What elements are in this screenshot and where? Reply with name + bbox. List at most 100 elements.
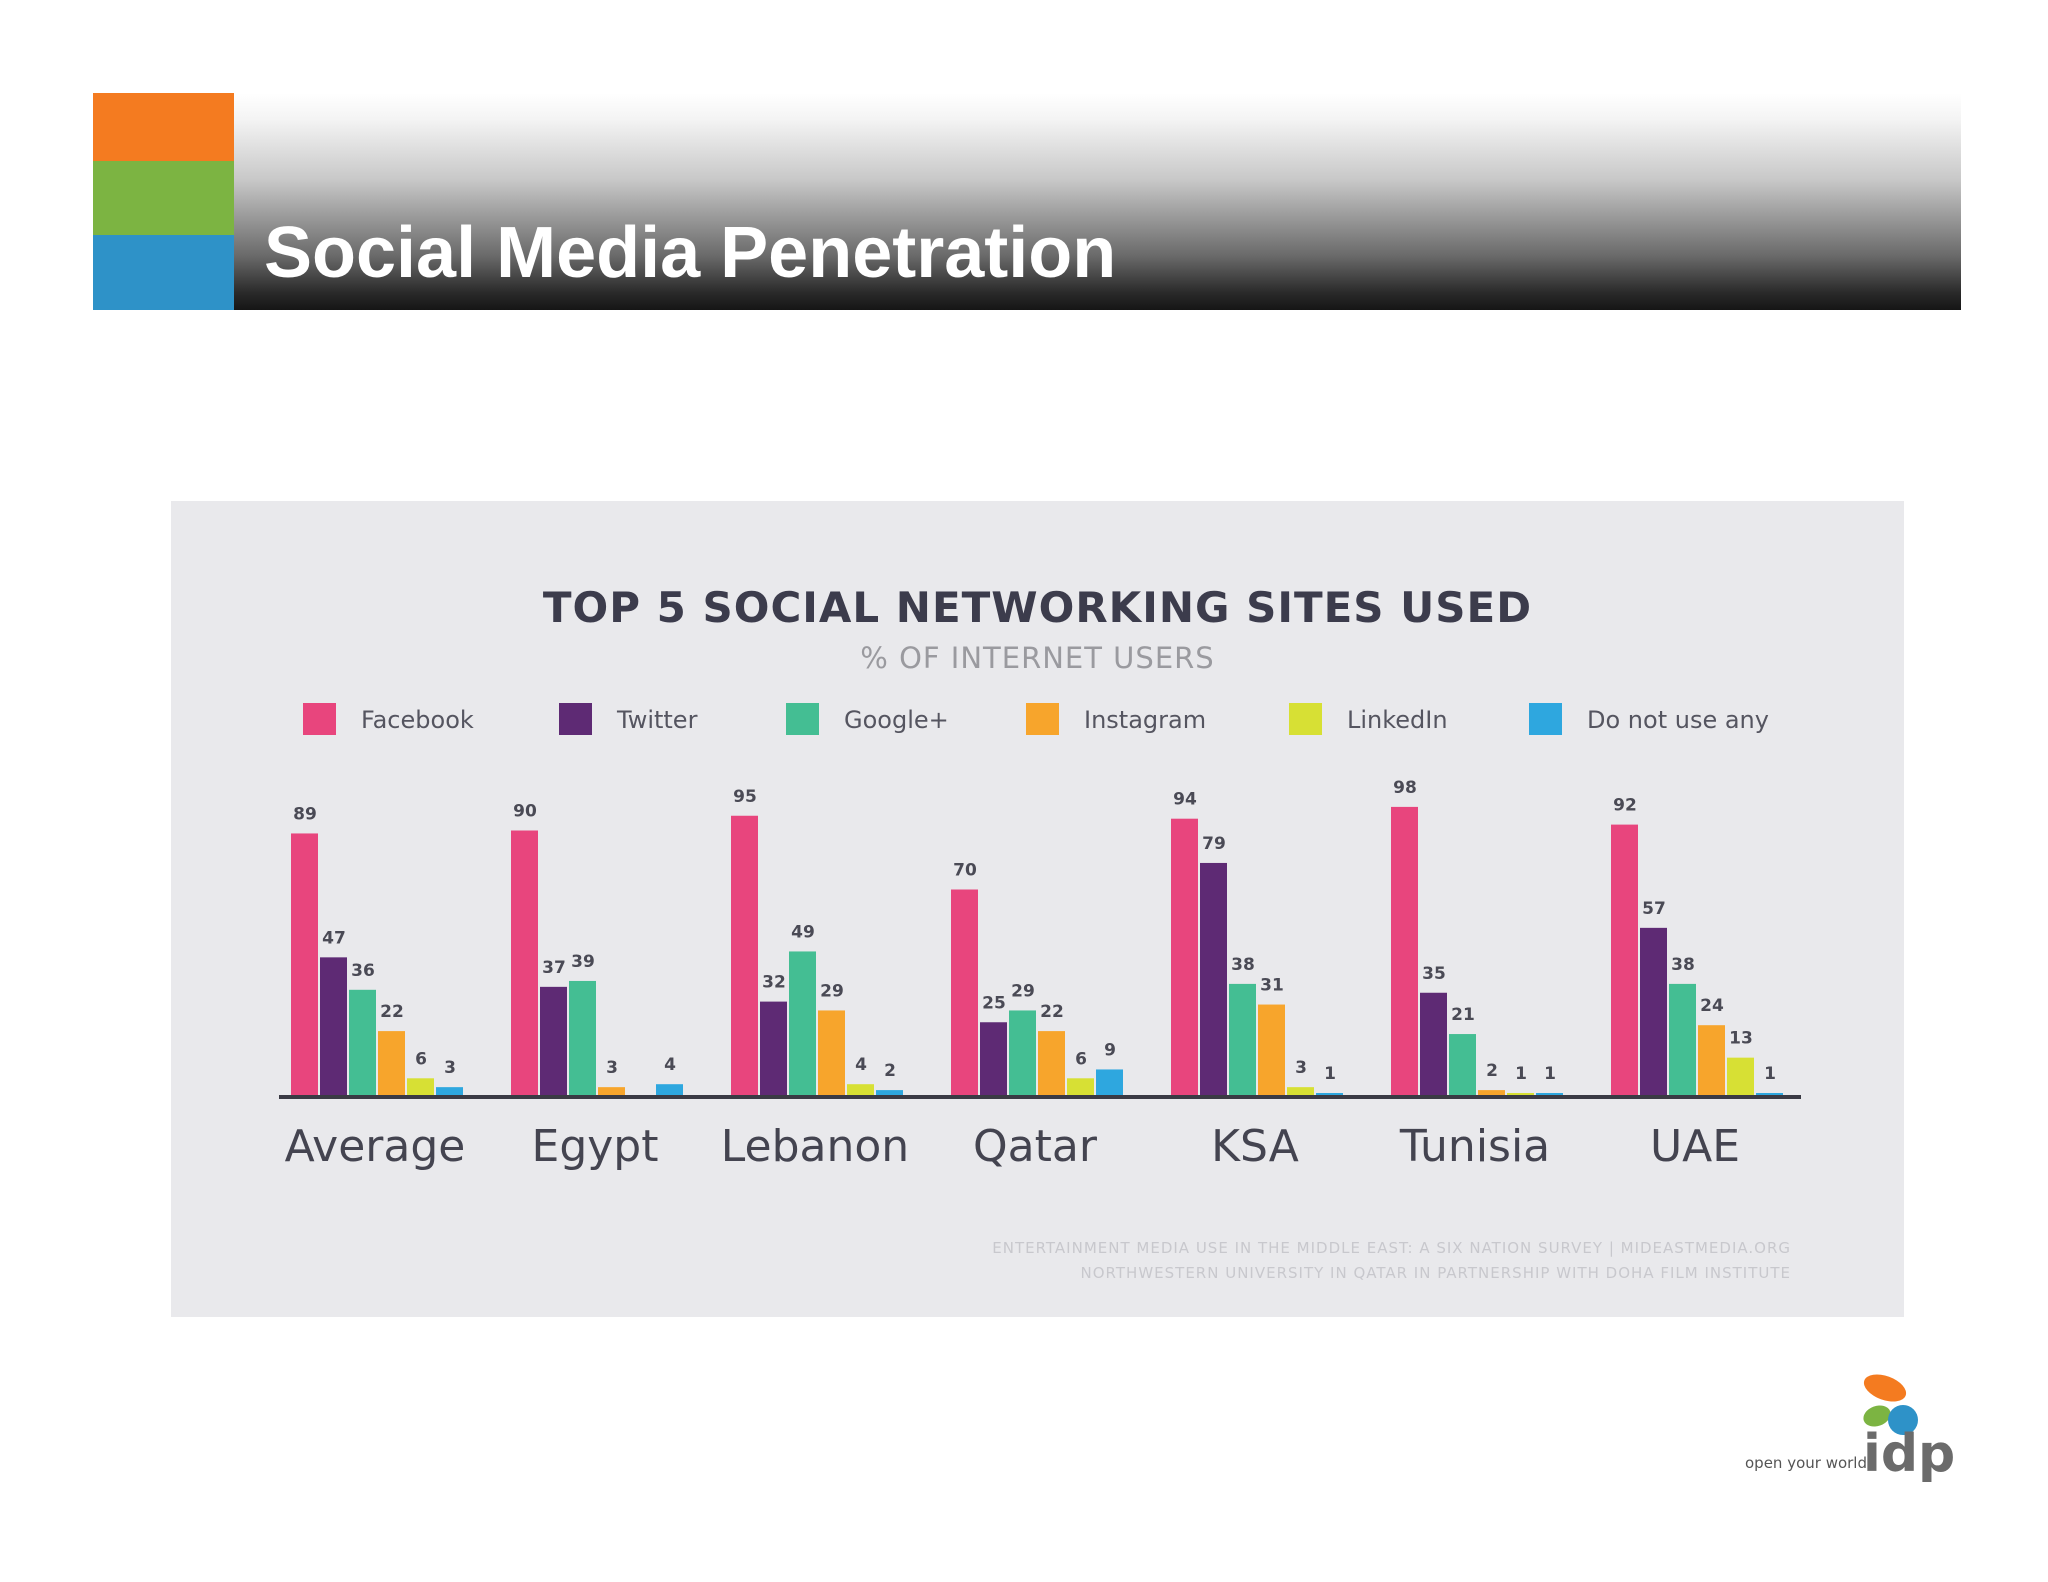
bar (1009, 1010, 1036, 1096)
bar (1258, 1004, 1285, 1096)
data-label: 2 (1486, 1061, 1498, 1081)
bar (1611, 824, 1638, 1096)
data-label: 25 (982, 993, 1006, 1013)
brand-color-blocks (93, 93, 234, 310)
bar (569, 980, 596, 1096)
slide-title: Social Media Penetration (264, 213, 1117, 293)
data-label: 1 (1764, 1064, 1776, 1084)
data-label: 4 (664, 1055, 676, 1075)
chart-panel: TOP 5 SOCIAL NETWORKING SITES USED % OF … (171, 501, 1904, 1317)
data-label: 95 (733, 787, 757, 807)
data-label: 32 (762, 973, 786, 993)
bar (1756, 1093, 1783, 1096)
category-label: Qatar (973, 1121, 1098, 1172)
data-label: 22 (380, 1002, 404, 1022)
data-label: 1 (1544, 1064, 1556, 1084)
bar (540, 986, 567, 1096)
logo-leaves-icon (1863, 1374, 1918, 1435)
bar-chart: Facebook Twitter Google+ Instagram LinkedIn D… (279, 703, 1801, 1172)
legend-swatch (1529, 703, 1562, 735)
category-label: KSA (1211, 1121, 1299, 1172)
bar (407, 1078, 434, 1096)
bar (1507, 1093, 1534, 1096)
bar (1096, 1069, 1123, 1096)
bar (1171, 818, 1198, 1096)
data-label: 38 (1231, 955, 1255, 975)
data-label: 21 (1451, 1005, 1475, 1025)
data-label: 6 (1075, 1049, 1087, 1069)
source-line: NORTHWESTERN UNIVERSITY IN QATAR IN PART… (1080, 1264, 1791, 1282)
bar (511, 830, 538, 1096)
idp-logo: open your world idp (1745, 1366, 1955, 1486)
data-label: 49 (791, 922, 815, 942)
data-label: 31 (1260, 976, 1284, 996)
bar (656, 1084, 683, 1096)
data-label: 29 (820, 981, 844, 1001)
bar (1669, 983, 1696, 1096)
bar (1420, 992, 1447, 1096)
data-label: 57 (1642, 899, 1666, 919)
category-label: Egypt (532, 1121, 659, 1172)
data-label: 79 (1202, 834, 1226, 854)
data-label: 13 (1729, 1029, 1753, 1049)
legend-swatch (559, 703, 592, 735)
legend-swatch (786, 703, 819, 735)
category-label: UAE (1650, 1121, 1740, 1172)
category-label: Lebanon (721, 1121, 909, 1172)
legend-label: Instagram (1084, 706, 1206, 734)
x-axis-line (279, 1095, 1801, 1099)
bar (818, 1010, 845, 1096)
logo-tagline: open your world (1745, 1454, 1867, 1472)
bar (1287, 1087, 1314, 1096)
chart-subtitle: % OF INTERNET USERS (860, 641, 1215, 675)
logo-wordmark: idp (1863, 1424, 1956, 1484)
legend-swatch (1289, 703, 1322, 735)
bar (876, 1090, 903, 1096)
legend-label: Facebook (361, 706, 474, 734)
data-label: 98 (1393, 778, 1417, 798)
data-label: 1 (1515, 1064, 1527, 1084)
data-label: 2 (884, 1061, 896, 1081)
bar (598, 1087, 625, 1096)
bar (320, 957, 347, 1096)
legend-swatch (303, 703, 336, 735)
data-label: 39 (571, 952, 595, 972)
data-label: 1 (1324, 1064, 1336, 1084)
orange-block (93, 93, 234, 161)
bar (1067, 1078, 1094, 1096)
data-label: 3 (1295, 1058, 1307, 1078)
bar (1449, 1034, 1476, 1096)
data-label: 29 (1011, 981, 1035, 1001)
data-label: 22 (1040, 1002, 1064, 1022)
bar (1229, 983, 1256, 1096)
legend-label: Twitter (616, 706, 698, 734)
bar (1038, 1031, 1065, 1096)
data-label: 9 (1104, 1040, 1116, 1060)
data-label: 94 (1173, 790, 1197, 810)
data-label: 37 (542, 958, 566, 978)
bar (349, 989, 376, 1096)
data-label: 38 (1671, 955, 1695, 975)
bar (1478, 1090, 1505, 1096)
source-note: ENTERTAINMENT MEDIA USE IN THE MIDDLE EA… (992, 1236, 1791, 1286)
data-label: 90 (513, 802, 537, 822)
bar (760, 1001, 787, 1096)
bar (1640, 927, 1667, 1096)
bar (731, 815, 758, 1096)
bar (1391, 806, 1418, 1096)
data-label: 3 (606, 1058, 618, 1078)
data-label: 4 (855, 1055, 867, 1075)
data-label: 47 (322, 928, 346, 948)
bar (951, 889, 978, 1096)
legend-label: LinkedIn (1347, 706, 1448, 734)
legend-label: Do not use any (1587, 706, 1769, 734)
bar (789, 951, 816, 1096)
bar (291, 833, 318, 1096)
data-label: 35 (1422, 964, 1446, 984)
category-label: Tunisia (1399, 1121, 1550, 1172)
data-label: 24 (1700, 996, 1724, 1016)
green-block (93, 161, 234, 235)
data-label: 92 (1613, 796, 1637, 816)
bar (1727, 1057, 1754, 1096)
data-label: 89 (293, 804, 317, 824)
